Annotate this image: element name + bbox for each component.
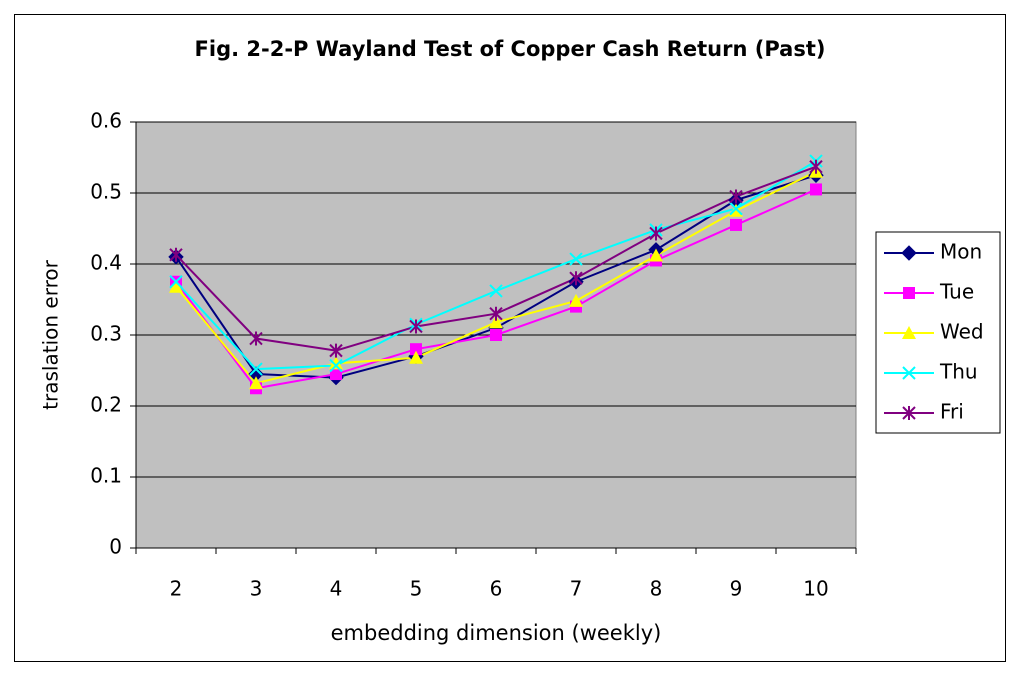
marker xyxy=(249,331,263,346)
y-tick-label: 0.2 xyxy=(90,393,122,417)
x-tick-label: 6 xyxy=(490,577,503,601)
legend-marker xyxy=(902,406,916,420)
y-tick-label: 0.6 xyxy=(90,109,122,133)
marker xyxy=(729,189,743,204)
legend-label: Wed xyxy=(940,320,984,344)
y-tick-label: 0.1 xyxy=(90,464,122,488)
marker xyxy=(730,218,742,231)
legend-label: Tue xyxy=(939,280,974,304)
marker xyxy=(169,279,183,293)
legend-marker xyxy=(902,326,916,339)
y-axis-label: traslation error xyxy=(39,259,63,409)
marker xyxy=(329,343,343,358)
x-tick-label: 7 xyxy=(570,577,583,601)
marker xyxy=(249,376,263,390)
y-tick-label: 0.3 xyxy=(90,322,122,346)
x-tick-label: 3 xyxy=(250,577,263,601)
marker xyxy=(249,362,263,376)
x-tick-label: 9 xyxy=(730,577,743,601)
legend-label: Thu xyxy=(939,360,978,384)
marker xyxy=(489,284,503,298)
chart-title: Fig. 2-2-P Wayland Test of Copper Cash R… xyxy=(195,37,826,61)
marker xyxy=(330,368,342,381)
marker xyxy=(409,319,423,334)
x-tick-label: 10 xyxy=(803,577,828,601)
x-tick-label: 4 xyxy=(330,577,343,601)
marker xyxy=(649,248,663,262)
y-tick-label: 0.5 xyxy=(90,180,122,204)
marker xyxy=(649,226,663,241)
y-tick-label: 0 xyxy=(109,535,122,559)
marker xyxy=(810,183,822,196)
marker xyxy=(569,252,583,266)
legend-label: Fri xyxy=(940,400,964,424)
marker xyxy=(809,159,823,174)
marker xyxy=(569,293,583,307)
marker xyxy=(489,306,503,321)
marker xyxy=(329,356,343,370)
marker xyxy=(169,275,183,289)
marker xyxy=(729,201,743,216)
marker xyxy=(329,358,343,373)
legend-marker xyxy=(903,287,915,299)
legend-marker xyxy=(901,245,917,261)
legend-label: Mon xyxy=(940,240,982,264)
x-tick-label: 8 xyxy=(650,577,663,601)
marker xyxy=(489,315,503,329)
x-axis-label: embedding dimension (weekly) xyxy=(331,621,662,645)
marker xyxy=(410,343,422,356)
marker xyxy=(490,329,502,341)
marker xyxy=(409,350,423,364)
y-tick-label: 0.4 xyxy=(90,251,122,275)
legend-marker xyxy=(902,366,916,380)
marker xyxy=(169,247,183,262)
x-tick-label: 2 xyxy=(170,577,183,601)
x-tick-label: 5 xyxy=(410,577,423,601)
marker xyxy=(569,271,583,286)
